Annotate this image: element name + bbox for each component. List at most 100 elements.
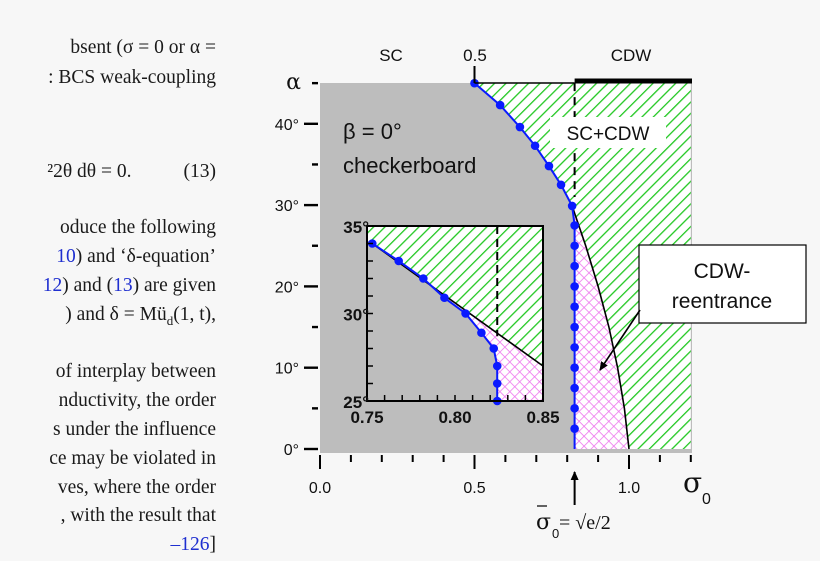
cdw-boundary-line [571,205,630,450]
inset-y-tick-label: 35° [343,218,369,237]
text-line: : BCS weak-coupling [48,67,216,89]
inset-data-point [477,328,486,338]
inset-x-tick-label: 0.80 [438,408,471,427]
data-point [544,161,554,171]
bottom-strip [320,449,692,453]
reentrance-label-line2: reentrance [672,290,772,313]
text-segment: ves, where the order [57,477,216,498]
reentrance-label-line1: CDW- [694,260,751,283]
inset-y-tick-label: 25° [343,393,369,412]
data-point [495,100,505,110]
inset-data-point [492,379,502,388]
text-segment: ) and ( [62,275,114,296]
text-line: bsent (σ = 0 or α = [70,37,216,59]
x-axis-label: σ [683,466,702,499]
paper-text-column: bsent (σ = 0 or α = : BCS weak-coupling ²2… [0,0,218,561]
inset-data-point [492,361,502,371]
data-point [570,221,579,230]
y-tick-label: 20° [275,279,299,296]
y-axis-label: α [286,70,301,95]
data-point [567,201,577,211]
text-line: ce may be violated in [49,448,216,470]
text-segment: (1, t), [173,304,216,325]
inset-sc-boundary [371,242,499,401]
sigma-bar-value: = √e/2 [559,512,611,534]
y-tick-label: 0° [284,442,299,459]
text-line: nductivity, the order [59,390,216,412]
text-segment: , with the result that [60,505,216,526]
data-point [530,141,540,151]
text-line: 10) and ‘δ-equation’ [56,246,216,268]
text-line: 12) and (13) are given [43,275,216,297]
text-line: ) and δ = Müd(1, t), [65,304,216,332]
data-point [570,383,579,393]
inset-data-point [419,274,428,283]
text-segment: : BCS weak-coupling [48,67,216,88]
data-point [570,322,579,332]
beta-label: β = 0° [343,119,402,144]
reentrance-callout-box [638,244,807,324]
y-tick-label: 10° [275,361,299,378]
checkerboard-label: checkerboard [343,153,476,178]
data-point [515,122,525,132]
text-line: s under the influence [53,419,216,441]
text-line: , with the result that [61,505,216,527]
x-axis-subscript: 0 [702,491,711,508]
x-tick-label: 1.0 [618,480,640,497]
text-segment: ) are given [132,275,216,296]
inset-x-tick-label: 0.85 [526,408,559,427]
data-point [570,343,579,352]
data-point [570,302,579,312]
data-point [570,424,579,433]
callout-arrow [599,309,641,371]
citation-link[interactable]: 13 [113,275,133,296]
text-line: ves, where the order [58,477,216,499]
data-point [570,363,579,373]
cdw-region [474,83,691,449]
coexist-label: SC+CDW [567,124,650,145]
sigma-bar-subscript: 0 [552,526,559,541]
sigma-bar-symbol: σ [536,510,551,535]
cdw-reentrance-region [572,205,629,449]
annotations: SC 0.5 CDW β = 0° checkerboard SC+CDW CDW-reen… [343,46,807,541]
data-point [570,241,579,251]
text-line: ²2θ dθ = 0. (13) [47,161,216,183]
inset-x-tick-label: 0.75 [350,408,383,427]
coexist-label-box [550,117,666,148]
inset-sc-region [367,240,498,401]
data-point [570,282,579,291]
text-segment: ²2θ dθ = 0. [47,161,132,182]
y-tick-label: 30° [275,198,299,215]
text-segment: nductivity, the order [58,390,216,411]
citation-link[interactable]: 12 [42,275,63,296]
data-point [570,404,579,413]
text-segment: of interplay between [55,361,216,382]
text-segment: s under the influence [53,419,216,440]
inset-data-point [489,344,499,353]
x-tick-label: 0.5 [463,480,485,497]
inset-data-point [394,256,403,266]
text-segment: ) and ‘δ-equation’ [75,246,216,267]
cdw-label: CDW [611,46,652,65]
inset-data-point [440,293,449,303]
inset-y-tick-label: 30° [343,306,369,325]
y-tick-label: 40° [275,117,299,134]
data-point [570,261,579,271]
inset-plot: 25° 30° 35° 0.75 0.80 0.85 [343,218,559,427]
text-line: –126] [171,534,217,556]
top-tick-label: 0.5 [463,46,487,65]
citation-link[interactable]: –126 [170,534,210,555]
text-segment: oduce the following [60,217,216,238]
text-segment: ] [209,534,217,555]
text-line: of interplay between [56,361,216,383]
text-line: oduce the following [60,217,216,239]
inset-cdw-region [367,226,543,366]
citation-link[interactable]: 10 [56,246,76,267]
equation-number: (13) [183,161,217,182]
text-segment: d [166,312,174,328]
text-segment: ) and δ = Mü [65,304,167,325]
inset-data-point [461,309,470,318]
data-point [556,180,566,190]
x-tick-label: 0.0 [309,480,331,497]
